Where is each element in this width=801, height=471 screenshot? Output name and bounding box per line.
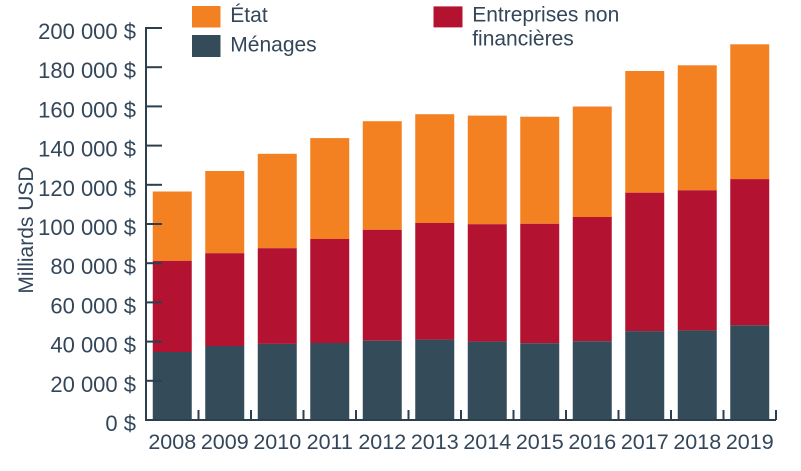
svg-text:Entreprises non: Entreprises non [472,4,619,27]
svg-text:20 000 $: 20 000 $ [50,372,136,397]
svg-text:40 000 $: 40 000 $ [50,333,136,358]
svg-text:160 000 $: 160 000 $ [38,97,136,122]
svg-text:2014: 2014 [463,430,511,454]
svg-text:200 000 $: 200 000 $ [38,19,136,44]
svg-text:2012: 2012 [358,430,406,454]
svg-text:60 000 $: 60 000 $ [50,293,136,318]
svg-text:140 000 $: 140 000 $ [38,137,136,162]
svg-text:2017: 2017 [621,430,669,454]
svg-text:État: État [230,4,268,27]
svg-text:2016: 2016 [568,430,616,454]
svg-text:2013: 2013 [411,430,459,454]
svg-text:Milliards USD: Milliards USD [15,166,38,293]
svg-text:100 000 $: 100 000 $ [38,215,136,240]
svg-text:2011: 2011 [307,430,353,454]
svg-text:2015: 2015 [516,430,564,454]
svg-text:2010: 2010 [253,430,301,454]
svg-text:2009: 2009 [201,430,249,454]
svg-text:0 $: 0 $ [105,411,136,436]
svg-text:180 000 $: 180 000 $ [38,58,136,83]
svg-text:120 000 $: 120 000 $ [38,176,136,201]
svg-text:2019: 2019 [726,430,774,454]
svg-text:80 000 $: 80 000 $ [50,254,136,279]
svg-text:2018: 2018 [673,430,721,454]
svg-text:2008: 2008 [148,430,196,454]
svg-text:financières: financières [472,28,574,51]
svg-text:Ménages: Ménages [230,34,316,57]
